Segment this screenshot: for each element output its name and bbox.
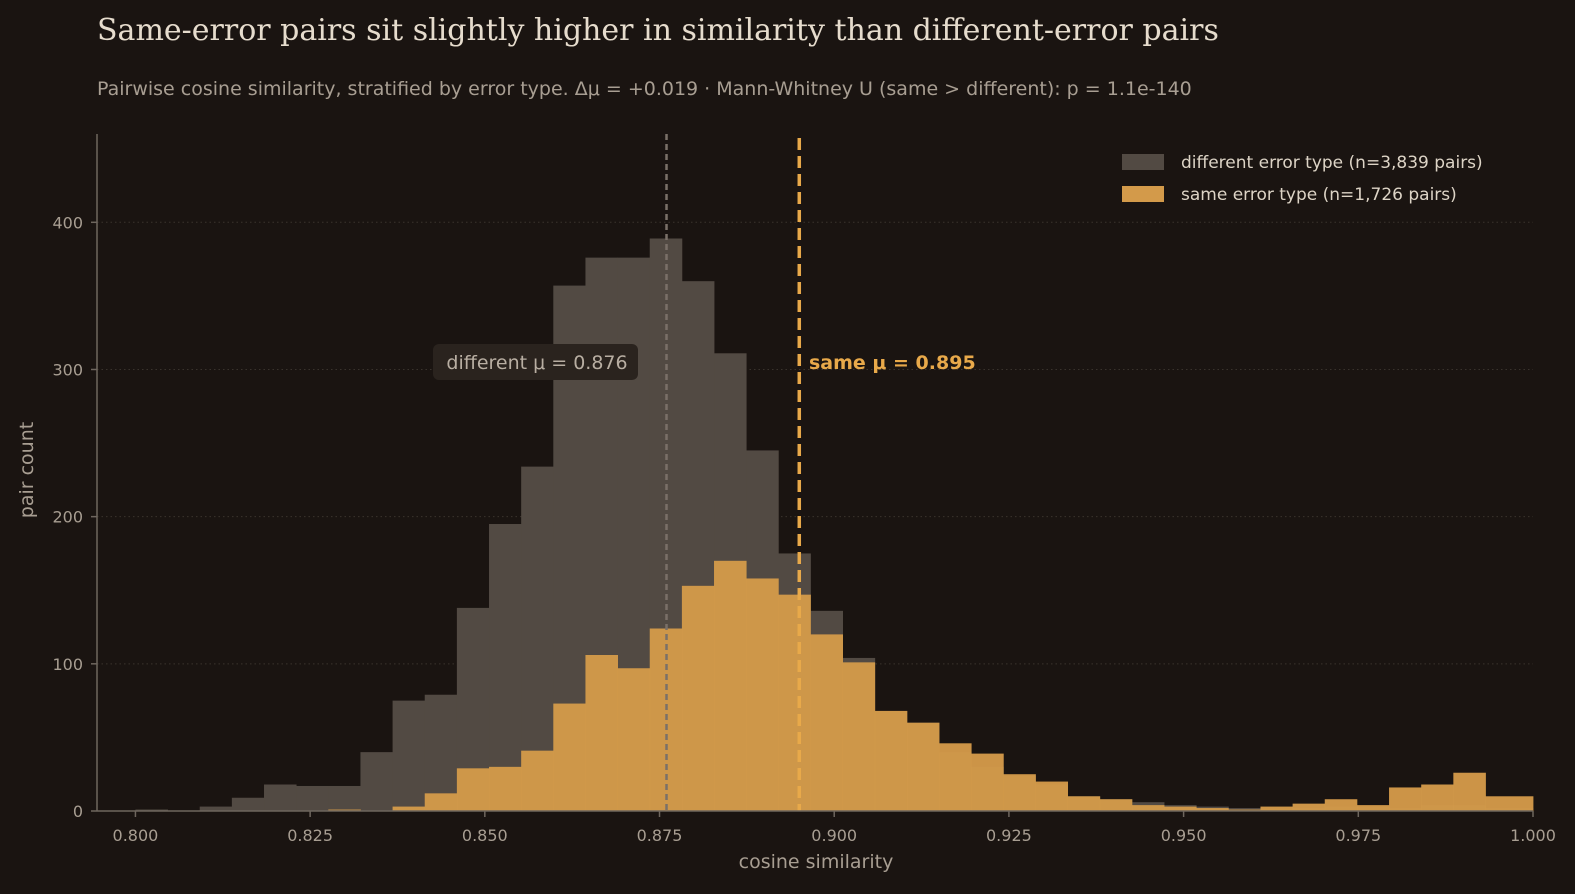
y-tick-label: 200 — [52, 508, 83, 527]
bar-different — [231, 797, 265, 811]
different-mean-annotation-box — [433, 344, 638, 380]
bar-same — [714, 560, 747, 811]
y-tick-label: 100 — [52, 655, 83, 674]
x-tick-label: 0.925 — [986, 826, 1032, 845]
x-tick-label: 0.825 — [287, 826, 333, 845]
bar-same — [1164, 806, 1197, 811]
bar-same — [1067, 796, 1101, 811]
bar-same — [1453, 772, 1486, 811]
bar-different — [296, 785, 329, 811]
y-tick-label: 300 — [52, 360, 83, 379]
same-mean-label: same μ = 0.895 — [809, 352, 976, 374]
bar-same — [456, 768, 490, 811]
x-tick-label: 0.800 — [113, 826, 159, 845]
same-error-bars — [328, 560, 1534, 811]
x-tick-label: 0.875 — [637, 826, 683, 845]
bar-same — [553, 703, 586, 811]
x-tick-label: 0.900 — [811, 826, 857, 845]
bar-same — [681, 585, 715, 811]
bar-different — [360, 752, 393, 811]
legend: different error type (n=3,839 pairs) sam… — [1122, 153, 1483, 205]
bar-same — [1389, 787, 1422, 811]
different-mean-label: different μ = 0.876 — [446, 352, 627, 374]
bar-same — [1131, 805, 1165, 811]
x-axis-label: cosine similarity — [739, 851, 894, 873]
bar-same — [971, 753, 1004, 811]
bar-different — [424, 694, 458, 811]
bar-different — [489, 524, 522, 811]
y-tick-label: 400 — [52, 213, 83, 232]
bar-same — [489, 766, 522, 811]
bar-same — [810, 634, 844, 811]
bar-same — [1324, 799, 1358, 811]
mean-lines — [665, 134, 802, 811]
bar-same — [617, 668, 651, 811]
bar-same — [778, 594, 811, 811]
bar-same — [842, 662, 876, 811]
bar-different — [264, 784, 297, 811]
legend-label-different: different error type (n=3,839 pairs) — [1181, 153, 1483, 173]
bar-different — [328, 785, 361, 811]
bar-different — [199, 806, 233, 811]
bar-same — [1485, 796, 1534, 811]
x-tick-label: 1.000 — [1510, 826, 1556, 845]
x-tick-label: 0.975 — [1335, 826, 1381, 845]
bar-same — [392, 806, 426, 811]
x-tick-label: 0.950 — [1161, 826, 1207, 845]
bar-same — [1421, 784, 1454, 811]
x-tick-label: 0.850 — [462, 826, 508, 845]
legend-swatch-different — [1122, 154, 1164, 170]
bar-same — [746, 578, 779, 811]
bar-same — [1099, 799, 1133, 811]
bar-same — [521, 750, 554, 811]
legend-label-same: same error type (n=1,726 pairs) — [1181, 185, 1457, 205]
bar-same — [585, 654, 618, 811]
bar-same — [939, 743, 972, 811]
bar-same — [1003, 774, 1036, 811]
bar-different — [392, 700, 426, 811]
y-axis-label: pair count — [16, 422, 38, 518]
chart-title: Same-error pairs sit slightly higher in … — [97, 13, 1219, 48]
bar-same — [1035, 781, 1069, 811]
bar-same — [1196, 808, 1229, 811]
chart-subtitle: Pairwise cosine similarity, stratified b… — [97, 78, 1192, 100]
bar-same — [424, 793, 458, 811]
grid-lines — [97, 221, 1533, 665]
bar-same — [874, 710, 908, 811]
bar-same — [1260, 806, 1294, 811]
y-tick-label: 0 — [73, 802, 83, 821]
legend-swatch-same — [1122, 186, 1164, 202]
axes: 0.800 0.825 0.850 0.875 0.900 0.925 0.950 0.975… — [52, 134, 1556, 845]
different-mean-annotation: different μ = 0.876 — [433, 344, 638, 380]
bar-same — [1292, 803, 1326, 811]
bar-same — [906, 722, 940, 811]
bar-same — [1356, 805, 1390, 811]
